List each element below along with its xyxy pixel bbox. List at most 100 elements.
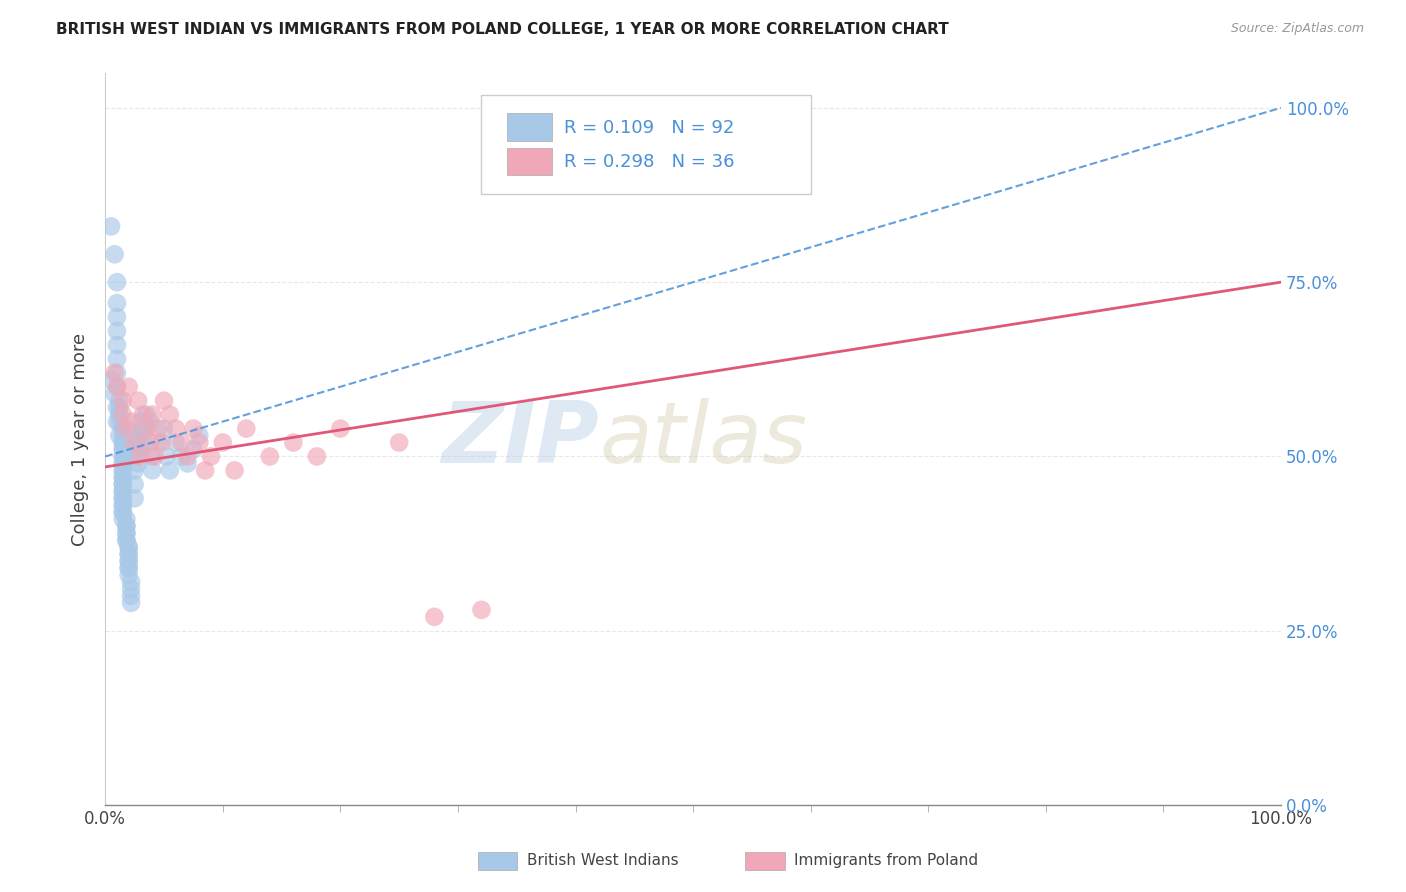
FancyBboxPatch shape xyxy=(508,113,553,141)
Point xyxy=(141,450,163,464)
FancyBboxPatch shape xyxy=(481,95,811,194)
Point xyxy=(135,421,157,435)
Point xyxy=(132,435,155,450)
Point xyxy=(105,296,128,310)
Point xyxy=(120,589,142,603)
Point xyxy=(150,435,173,450)
Point xyxy=(105,401,128,415)
Point xyxy=(120,415,142,429)
Point xyxy=(111,470,134,484)
Text: atlas: atlas xyxy=(599,398,807,481)
Point xyxy=(105,338,128,352)
Point xyxy=(423,610,446,624)
Point xyxy=(200,450,222,464)
Point xyxy=(118,547,141,561)
Point xyxy=(259,450,281,464)
Point xyxy=(118,568,141,582)
Point xyxy=(470,603,492,617)
Point xyxy=(108,401,131,415)
Point xyxy=(176,450,198,464)
Point xyxy=(115,519,138,533)
Point xyxy=(105,380,128,394)
Point xyxy=(105,366,128,380)
Point xyxy=(129,415,152,429)
Point xyxy=(188,428,211,442)
Point xyxy=(111,498,134,512)
Point xyxy=(111,484,134,499)
Point xyxy=(141,463,163,477)
Text: British West Indians: British West Indians xyxy=(527,854,679,868)
Point xyxy=(188,435,211,450)
Point xyxy=(111,457,134,471)
Point xyxy=(118,561,141,575)
Point xyxy=(118,380,141,394)
Point xyxy=(124,477,146,491)
Point xyxy=(183,421,205,435)
Point xyxy=(105,351,128,366)
Point xyxy=(146,435,169,450)
Point xyxy=(111,505,134,519)
Point xyxy=(183,442,205,457)
Point xyxy=(135,421,157,435)
Point xyxy=(135,408,157,422)
Point xyxy=(127,393,149,408)
Point xyxy=(124,491,146,506)
Point xyxy=(129,428,152,442)
Point xyxy=(118,561,141,575)
Point xyxy=(104,366,127,380)
Point xyxy=(118,547,141,561)
Point xyxy=(159,408,181,422)
Point xyxy=(120,596,142,610)
Point xyxy=(141,408,163,422)
FancyBboxPatch shape xyxy=(508,148,553,176)
Point xyxy=(165,435,187,450)
Point xyxy=(118,540,141,554)
Point xyxy=(129,442,152,457)
Point xyxy=(120,582,142,596)
Point xyxy=(159,463,181,477)
Point xyxy=(105,324,128,338)
Point xyxy=(100,373,122,387)
Point xyxy=(111,505,134,519)
Point xyxy=(104,386,127,401)
Point xyxy=(170,435,193,450)
Point xyxy=(139,415,162,429)
Point xyxy=(118,554,141,568)
Point xyxy=(111,393,134,408)
Point xyxy=(105,275,128,289)
Point xyxy=(115,519,138,533)
Point xyxy=(124,435,146,450)
Point xyxy=(105,310,128,324)
Point xyxy=(111,450,134,464)
Point xyxy=(118,554,141,568)
Point xyxy=(111,484,134,499)
Point xyxy=(115,526,138,541)
Point xyxy=(111,477,134,491)
Point xyxy=(108,415,131,429)
Point xyxy=(115,512,138,526)
Text: Source: ZipAtlas.com: Source: ZipAtlas.com xyxy=(1230,22,1364,36)
Point xyxy=(100,219,122,234)
Point xyxy=(129,450,152,464)
Point xyxy=(115,526,138,541)
Point xyxy=(111,408,134,422)
Text: R = 0.109   N = 92: R = 0.109 N = 92 xyxy=(564,119,734,136)
Point xyxy=(108,428,131,442)
Point xyxy=(115,533,138,548)
Point xyxy=(155,450,177,464)
Point xyxy=(305,450,328,464)
Point xyxy=(153,421,176,435)
Point xyxy=(111,435,134,450)
Point xyxy=(194,463,217,477)
Point xyxy=(132,421,155,435)
Point xyxy=(111,442,134,457)
Point xyxy=(108,408,131,422)
Point xyxy=(211,435,233,450)
Point xyxy=(329,421,352,435)
Text: Immigrants from Poland: Immigrants from Poland xyxy=(794,854,979,868)
Point xyxy=(170,450,193,464)
Point xyxy=(224,463,246,477)
Point xyxy=(127,428,149,442)
Point xyxy=(111,463,134,477)
Point xyxy=(105,415,128,429)
